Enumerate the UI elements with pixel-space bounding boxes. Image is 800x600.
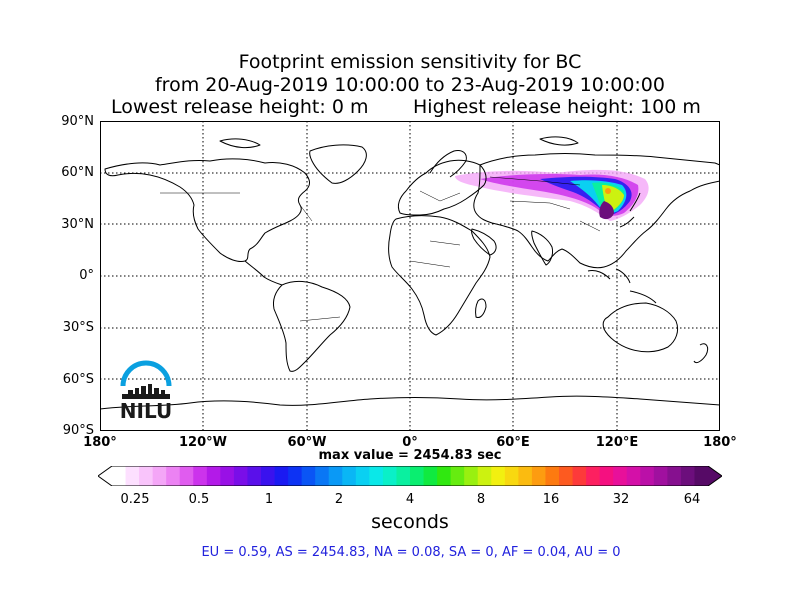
- colorbar-tick-32: 32: [612, 492, 630, 507]
- colorbar-cell: [423, 466, 438, 486]
- colorbar-cells: [98, 466, 722, 486]
- colorbar-cell: [640, 466, 655, 486]
- lon-label-60e: 60°E: [496, 435, 530, 450]
- colorbar-cell: [410, 466, 424, 486]
- colorbar-tick-0.25: 0.25: [120, 492, 150, 507]
- colorbar: [98, 466, 722, 486]
- lon-label-60w: 60°W: [287, 435, 327, 450]
- lon-label-120w: 120°W: [179, 435, 227, 450]
- colorbar-cell: [179, 466, 194, 486]
- logo-text: NILU: [120, 399, 172, 422]
- lowest-release-height: Lowest release height: 0 m: [111, 96, 369, 118]
- max-value-label: max value = 2454.83 sec: [318, 448, 502, 463]
- lat-label-60n: 60°N: [61, 165, 94, 180]
- colorbar-cell: [112, 466, 126, 486]
- colorbar-cell: [152, 466, 167, 486]
- world-map: [100, 121, 720, 431]
- colorbar-cell: [125, 466, 140, 486]
- colorbar-cell: [220, 466, 235, 486]
- colorbar-cell: [450, 466, 465, 486]
- colorbar-cell: [504, 466, 519, 486]
- colorbar-extend-high: [708, 466, 722, 486]
- colorbar-tick-64: 64: [683, 492, 701, 507]
- colorbar-cell: [653, 466, 668, 486]
- region-stats: EU = 0.59, AS = 2454.83, NA = 0.08, SA =…: [201, 545, 621, 560]
- colorbar-cell: [464, 466, 479, 486]
- colorbar-cell: [518, 466, 533, 486]
- colorbar-cell: [613, 466, 628, 486]
- colorbar-cell: [206, 466, 221, 486]
- colorbar-tick-0.5: 0.5: [188, 492, 210, 507]
- logo-arc: [120, 360, 172, 387]
- lat-label-0: 0°: [79, 268, 94, 283]
- colorbar-cell: [531, 466, 546, 486]
- title-line-2: from 20-Aug-2019 10:00:00 to 23-Aug-2019…: [154, 74, 665, 96]
- nilu-logo: NILU: [120, 360, 172, 422]
- colorbar-unit-label: seconds: [371, 511, 449, 533]
- colorbar-cell: [586, 466, 601, 486]
- logo-skyline: [122, 384, 170, 399]
- colorbar-tick-2: 2: [334, 492, 344, 507]
- colorbar-tick-4: 4: [405, 492, 415, 507]
- colorbar-cell: [261, 466, 275, 486]
- colorbar-cell: [694, 466, 709, 486]
- highest-release-height: Highest release height: 100 m: [413, 96, 701, 118]
- colorbar-tick-8: 8: [476, 492, 486, 507]
- colorbar-tick-16: 16: [542, 492, 560, 507]
- colorbar-cell: [437, 466, 452, 486]
- lat-label-30n: 30°N: [61, 217, 94, 232]
- colorbar-cell: [342, 466, 357, 486]
- lat-label-60s: 60°S: [62, 372, 94, 387]
- lat-label-90s: 90°S: [62, 423, 94, 438]
- colorbar-cell: [274, 466, 289, 486]
- colorbar-cell: [328, 466, 343, 486]
- colorbar-cell: [559, 466, 573, 486]
- colorbar-cell: [396, 466, 411, 486]
- colorbar-cell: [315, 466, 330, 486]
- colorbar-extend-low: [98, 466, 112, 486]
- map-frame: [100, 121, 720, 431]
- coastlines: [100, 136, 720, 410]
- lon-label-180e: 180°: [703, 435, 737, 450]
- colorbar-cell: [626, 466, 641, 486]
- colorbar-cell: [680, 466, 695, 486]
- colorbar-cell: [301, 466, 316, 486]
- lat-label-30s: 30°S: [62, 320, 94, 335]
- lon-label-0: 0°: [402, 435, 418, 450]
- colorbar-cell: [572, 466, 587, 486]
- colorbar-cell: [477, 466, 492, 486]
- sensitivity-plume: [455, 169, 649, 221]
- country-borders: [160, 176, 601, 322]
- colorbar-cell: [545, 466, 560, 486]
- colorbar-cell: [139, 466, 154, 486]
- colorbar-cell: [288, 466, 303, 486]
- colorbar-cell: [369, 466, 384, 486]
- colorbar-cell: [667, 466, 682, 486]
- colorbar-cell: [355, 466, 370, 486]
- colorbar-cell: [233, 466, 248, 486]
- lat-label-90n: 90°N: [61, 114, 94, 129]
- colorbar-cell: [491, 466, 506, 486]
- lon-label-180w: 180°: [83, 435, 117, 450]
- title-line-1: Footprint emission sensitivity for BC: [238, 51, 582, 73]
- colorbar-cell: [193, 466, 208, 486]
- lon-label-120e: 120°E: [595, 435, 639, 450]
- colorbar-cell: [599, 466, 614, 486]
- colorbar-tick-1: 1: [264, 492, 274, 507]
- colorbar-cell: [166, 466, 181, 486]
- colorbar-cell: [247, 466, 262, 486]
- colorbar-cell: [382, 466, 397, 486]
